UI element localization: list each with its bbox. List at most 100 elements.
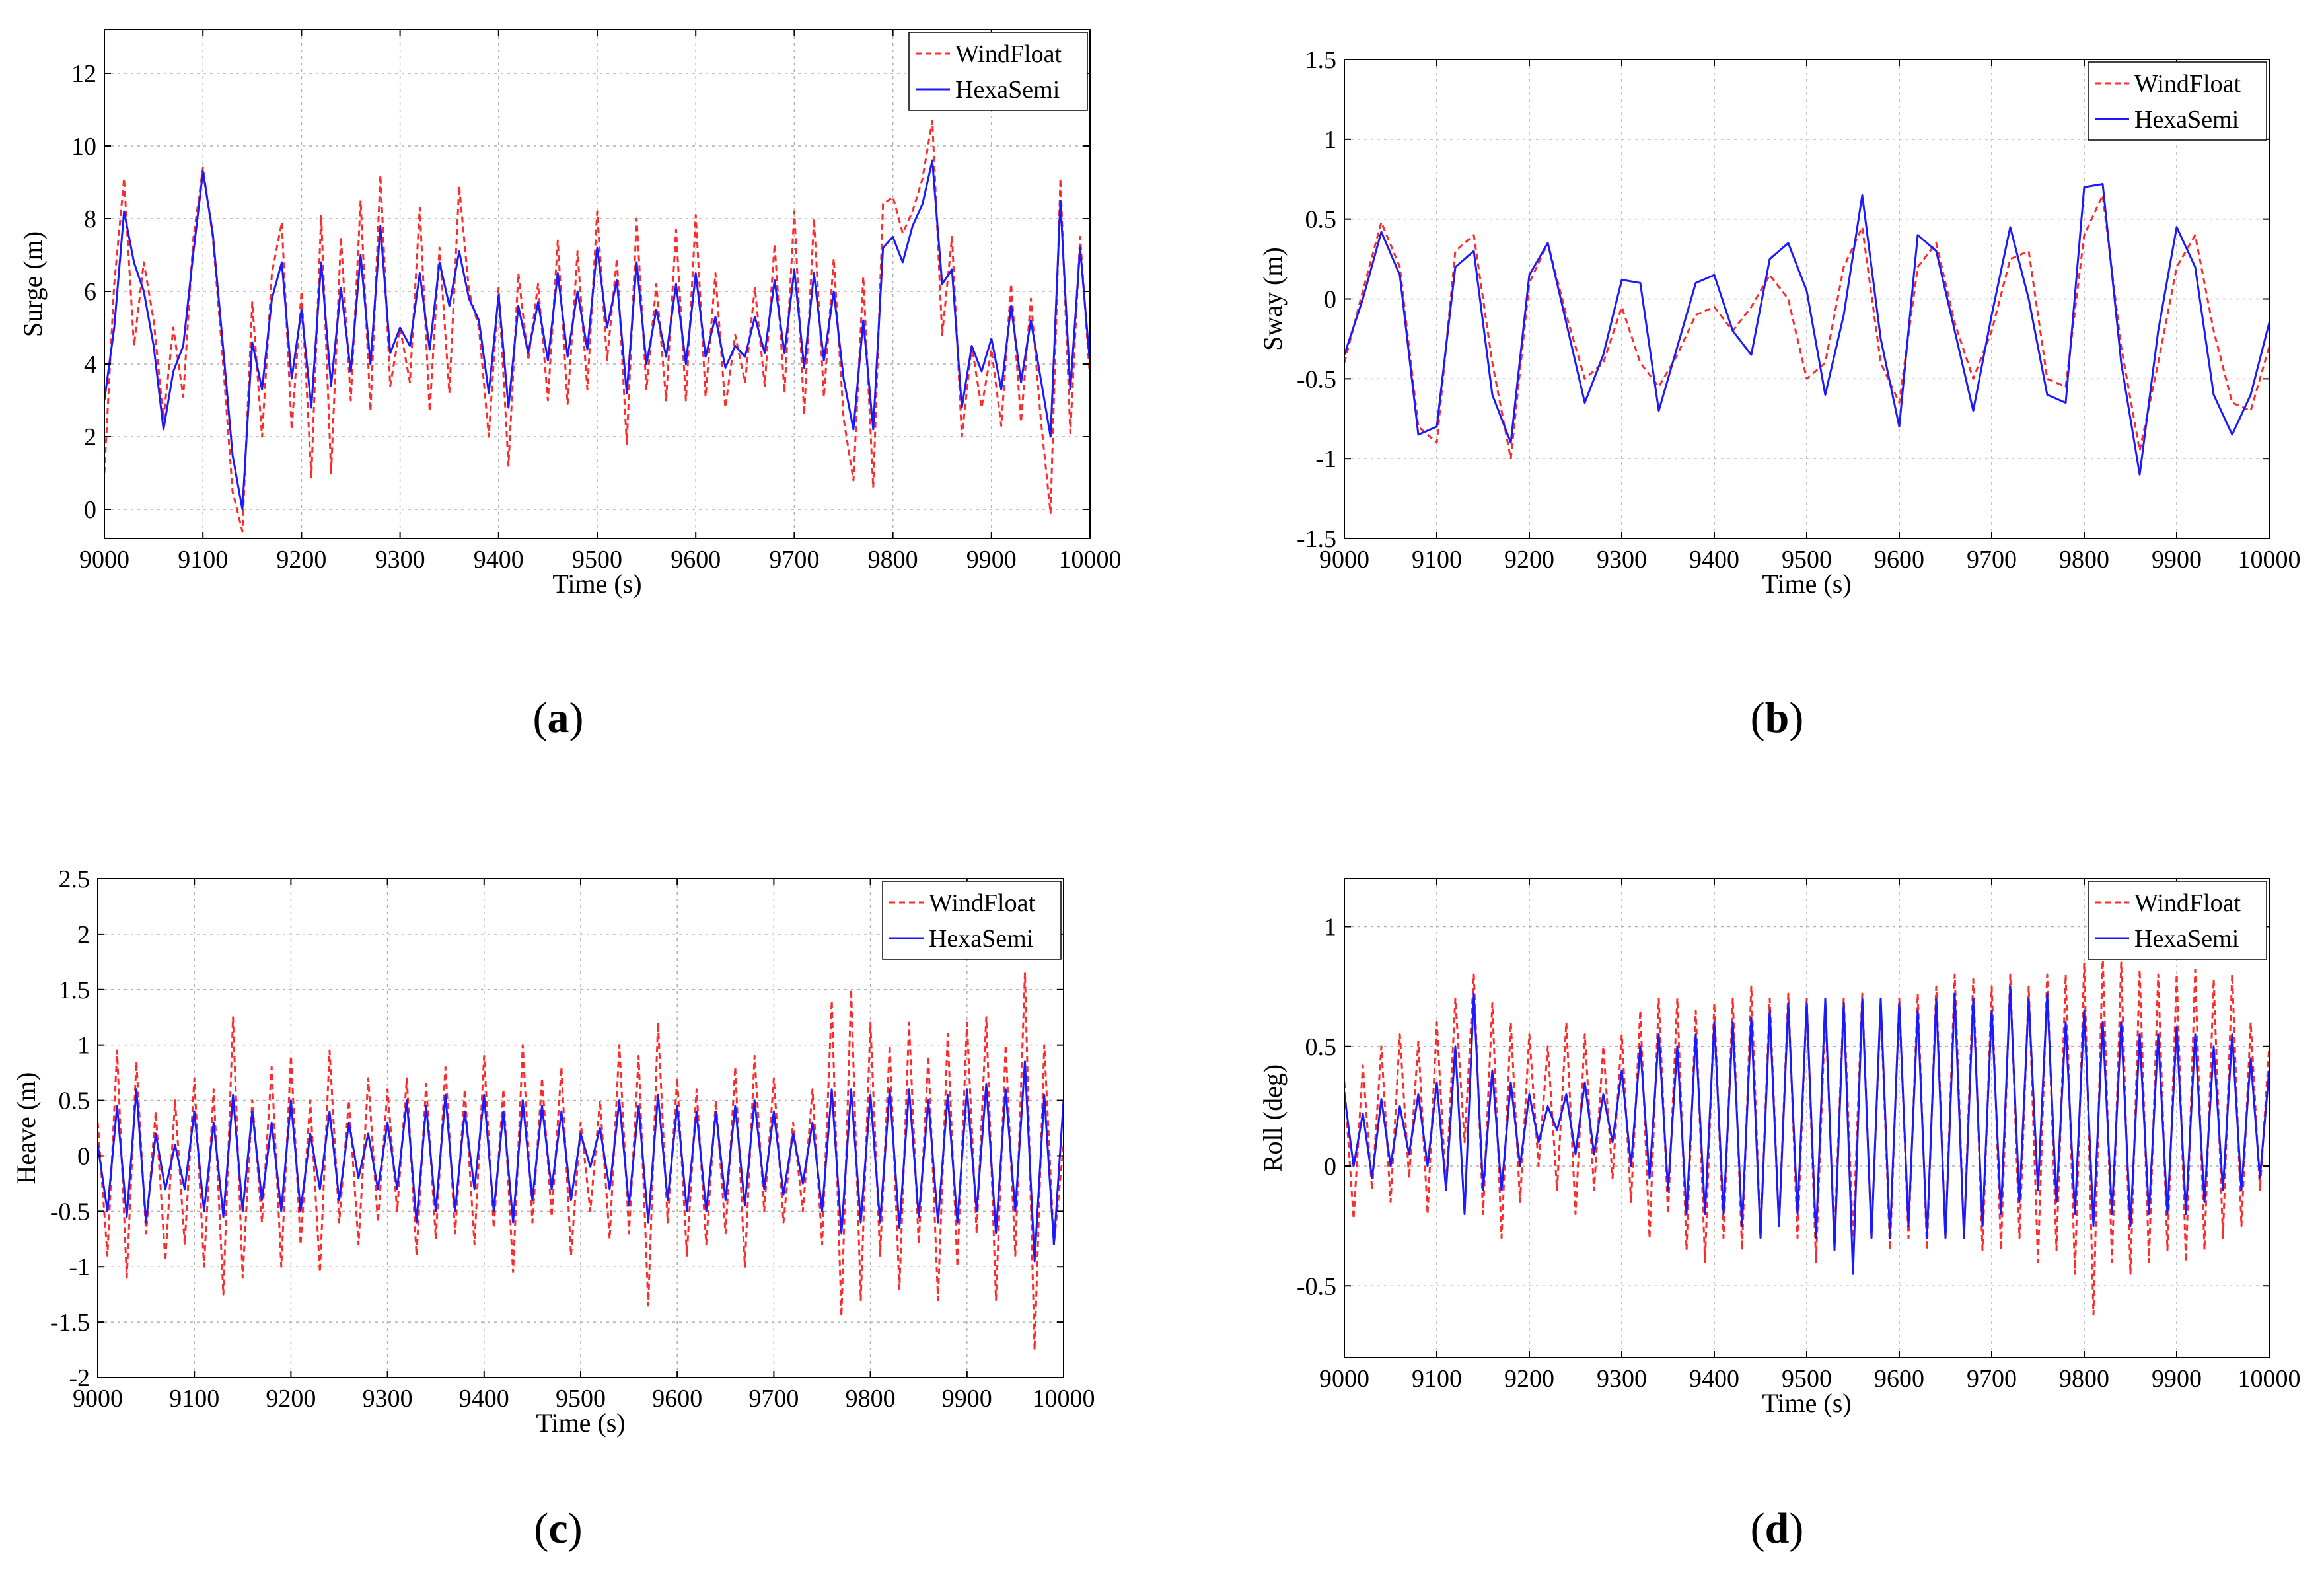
y-axis-label: Roll (deg): [1258, 1064, 1288, 1172]
y-tick-label: 12: [71, 60, 96, 88]
y-tick-label: 0: [77, 1142, 90, 1170]
y-tick-label: 1: [1324, 914, 1336, 941]
x-tick-label: 9000: [79, 546, 129, 573]
legend-box: [908, 32, 1088, 111]
y-tick-label: 1: [1324, 126, 1336, 154]
legend: WindFloat HexaSemi: [908, 32, 1088, 111]
caption-letter: a: [548, 694, 569, 742]
x-tick-label: 9300: [363, 1385, 413, 1413]
caption-paren-open: (: [1751, 694, 1765, 742]
panel-b-sway: 9000 9100 9200 9300 9400 9500 9600 9700 9800 9900…: [1258, 46, 2301, 742]
y-tick-label: 8: [84, 205, 96, 233]
y-axis-label: Heave (m): [11, 1072, 41, 1185]
panel-a-surge: 9000 9100 9200 9300 9400 9500 9600 9700 9800 9900…: [18, 29, 1122, 742]
legend-label-windfloat: WindFloat: [2134, 70, 2241, 98]
y-axis-label: Surge (m): [18, 231, 48, 337]
legend-box: [882, 881, 1062, 960]
x-tick-label: 9100: [1412, 546, 1462, 573]
caption-paren-open: (: [533, 694, 548, 742]
panel-caption: (d): [1751, 1504, 1804, 1553]
caption-letter: d: [1765, 1504, 1790, 1553]
y-tick-label: 2: [84, 423, 96, 451]
x-tick-label: 9400: [1689, 1365, 1739, 1393]
x-tick-label: 9800: [846, 1385, 896, 1413]
x-tick-label: 9200: [1504, 546, 1554, 573]
x-axis-label: Time (s): [1762, 1388, 1851, 1418]
x-tick-label: 9000: [73, 1385, 123, 1413]
x-tick-label: 9500: [1782, 1365, 1832, 1393]
y-tick-label: 6: [84, 278, 96, 306]
x-tick-label: 9600: [1874, 546, 1924, 573]
y-tick-label: 4: [84, 351, 96, 379]
x-tick-label: 9000: [1319, 546, 1369, 573]
y-axis-label: Sway (m): [1258, 247, 1288, 351]
x-axis-label: Time (s): [552, 569, 641, 599]
y-tick-label: -1: [1315, 445, 1336, 473]
x-tick-label: 9500: [556, 1385, 606, 1413]
panel-caption: (a): [533, 694, 584, 742]
panel-caption: (b): [1751, 694, 1804, 742]
x-tick-label: 10000: [2238, 546, 2301, 573]
y-tick-label: -0.5: [50, 1198, 90, 1226]
caption-paren-open: (: [534, 1504, 548, 1553]
x-tick-label: 9900: [966, 546, 1017, 573]
x-tick-label: 9700: [769, 546, 819, 573]
y-tick-label: 10: [71, 133, 96, 161]
legend-label-windfloat: WindFloat: [955, 40, 1062, 68]
caption-paren-close: ): [569, 694, 584, 742]
x-tick-label: 9400: [459, 1385, 509, 1413]
caption-paren-close: ): [1789, 694, 1803, 742]
x-tick-label: 9600: [1874, 1365, 1924, 1393]
x-tick-label: 9900: [2152, 546, 2202, 573]
y-tick-label: 2.5: [59, 865, 91, 893]
x-tick-label: 9000: [1319, 1365, 1369, 1393]
x-tick-label: 9600: [671, 546, 721, 573]
caption-letter: b: [1765, 694, 1790, 742]
x-tick-label: 9800: [2059, 1365, 2109, 1393]
panel-d-roll: 9000 9100 9200 9300 9400 9500 9600 9700 9800 9900…: [1258, 878, 2301, 1553]
y-tick-label: -1.5: [50, 1309, 90, 1337]
x-tick-label: 9700: [1967, 546, 2017, 573]
series-line-windfloat: [98, 972, 1064, 1351]
x-tick-label: 9500: [572, 546, 622, 573]
x-tick-label: 9200: [266, 1385, 316, 1413]
legend-label-windfloat: WindFloat: [929, 889, 1035, 917]
y-tick-label: 0.5: [1305, 206, 1337, 234]
x-tick-label: 9400: [1689, 546, 1739, 573]
x-tick-label: 9800: [2059, 546, 2109, 573]
series-line-hexasemi: [1344, 183, 2269, 476]
x-tick-label: 9100: [169, 1385, 219, 1413]
x-tick-label: 9400: [474, 546, 524, 573]
caption-paren-close: ): [1789, 1504, 1803, 1553]
legend: WindFloat HexaSemi: [882, 881, 1062, 960]
x-tick-label: 10000: [1033, 1385, 1095, 1413]
caption-paren-close: ): [568, 1504, 583, 1553]
caption-letter: c: [548, 1504, 567, 1553]
x-tick-label: 9600: [652, 1385, 702, 1413]
x-tick-label: 9100: [1412, 1365, 1462, 1393]
series-line-hexasemi: [104, 159, 1090, 511]
x-tick-label: 9800: [868, 546, 918, 573]
x-axis-label: Time (s): [536, 1408, 625, 1438]
legend: WindFloat HexaSemi: [2088, 61, 2267, 141]
legend-box: [2088, 61, 2267, 141]
x-tick-label: 9200: [276, 546, 326, 573]
x-tick-label: 9100: [178, 546, 228, 573]
x-tick-label: 9300: [1597, 546, 1647, 573]
x-tick-label: 9300: [1597, 1365, 1647, 1393]
y-tick-label: -1.5: [1297, 525, 1336, 553]
panel-caption: (c): [534, 1504, 582, 1553]
caption-paren-open: (: [1751, 1504, 1765, 1553]
y-tick-label: -0.5: [1297, 1272, 1336, 1300]
legend-label-hexasemi: HexaSemi: [2134, 925, 2239, 953]
y-tick-label: 1.5: [1305, 46, 1337, 74]
panel-c-heave: 9000 9100 9200 9300 9400 9500 9600 9700 9800 9900…: [11, 865, 1095, 1553]
x-tick-label: 10000: [2238, 1365, 2301, 1393]
series-line-hexasemi: [1344, 985, 2269, 1275]
y-tick-label: 0: [84, 496, 96, 524]
x-tick-label: 9500: [1782, 546, 1832, 573]
y-tick-label: 2: [77, 921, 90, 949]
x-tick-label: 10000: [1059, 546, 1122, 573]
y-tick-label: 0.5: [59, 1087, 91, 1115]
